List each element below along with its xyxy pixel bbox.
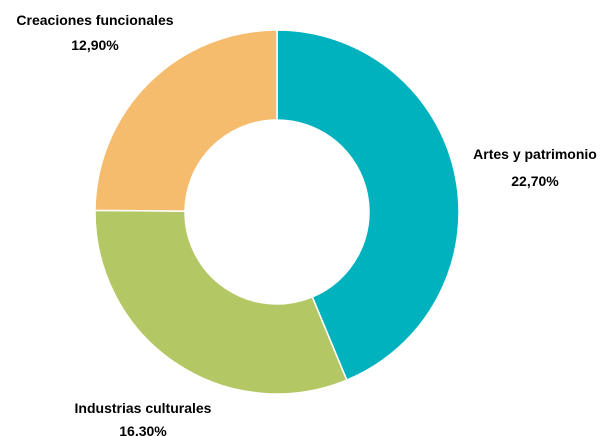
value-label-creaciones-funcionales: 12,90% [71, 37, 119, 53]
category-label-creaciones-funcionales: Creaciones funcionales [16, 12, 173, 28]
label-artes-y-patrimonio: Artes y patrimonio 22,70% [473, 146, 597, 189]
label-industrias-culturales: Industrias culturales 16,30% [75, 400, 212, 436]
category-label-industrias-culturales: Industrias culturales [75, 400, 212, 416]
value-label-artes-y-patrimonio: 22,70% [511, 173, 559, 189]
slice-artes-y-patrimonio [276, 29, 460, 382]
category-label-artes-y-patrimonio: Artes y patrimonio [473, 146, 597, 162]
slice-creaciones-funcionales [94, 29, 278, 212]
value-label-industrias-culturales: 16,30% [119, 423, 167, 436]
donut-slices [94, 29, 460, 395]
label-creaciones-funcionales: Creaciones funcionales 12,90% [16, 12, 173, 53]
slice-industrias-culturales [94, 209, 348, 395]
